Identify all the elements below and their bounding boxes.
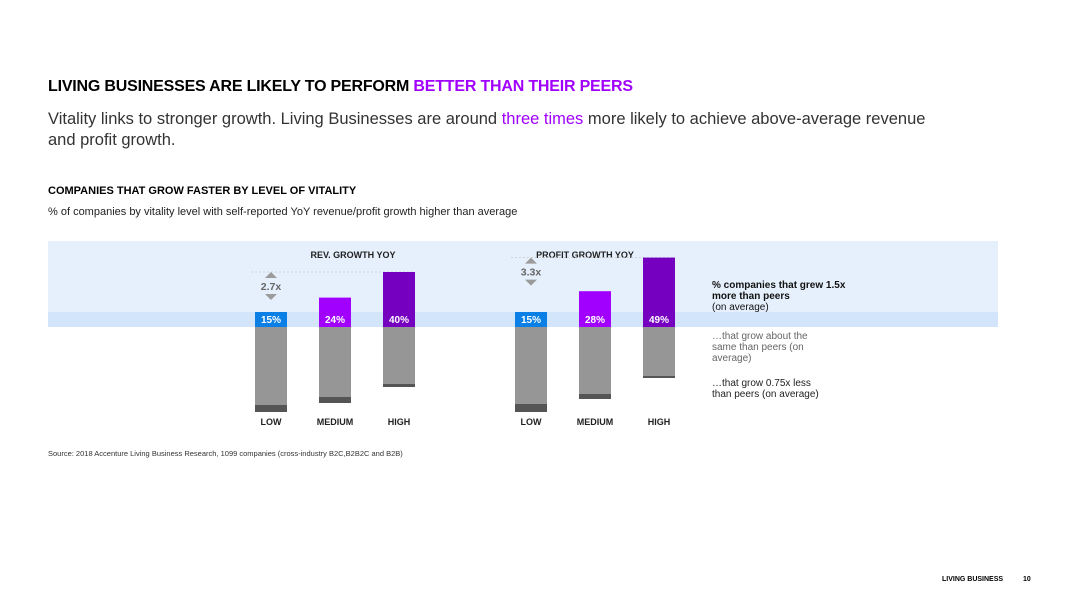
multiplier-label: 3.3x bbox=[521, 267, 542, 279]
bar-about-same-high bbox=[643, 327, 675, 376]
bar-less-high bbox=[643, 376, 675, 378]
data-label: 24% bbox=[325, 315, 345, 326]
legend-less: …that grow 0.75x less than peers (on aver… bbox=[712, 378, 819, 400]
bar-less-medium bbox=[319, 397, 351, 403]
title-highlight: BETTER THAN THEIR PEERS bbox=[413, 78, 633, 95]
subtitle-highlight: three times bbox=[501, 110, 584, 128]
up-arrow-icon bbox=[265, 272, 277, 278]
category-label: HIGH bbox=[388, 417, 411, 427]
slide-title: LIVING BUSINESSES ARE LIKELY TO PERFORM … bbox=[48, 78, 633, 96]
bar-about-same-high bbox=[383, 327, 415, 384]
legend-about-same: …that grow about the same than peers (on a… bbox=[712, 331, 808, 364]
data-label: 15% bbox=[261, 315, 281, 326]
bar-less-medium bbox=[579, 394, 611, 399]
category-label: MEDIUM bbox=[317, 417, 354, 427]
category-label: HIGH bbox=[648, 417, 671, 427]
chart-title-revenue: REV. GROWTH YOY bbox=[310, 250, 395, 260]
down-arrow-icon bbox=[265, 294, 277, 300]
multiplier-label: 2.7x bbox=[261, 281, 282, 293]
bar-less-low bbox=[515, 404, 547, 412]
bar-grew-more-low bbox=[255, 312, 287, 327]
down-arrow-icon bbox=[525, 279, 537, 286]
category-label: MEDIUM bbox=[577, 417, 614, 427]
legend-grew-more: % companies that grew 1.5x more than peer… bbox=[712, 280, 846, 302]
section-title: COMPANIES THAT GROW FASTER BY LEVEL OF V… bbox=[48, 185, 357, 197]
section-subtitle: % of companies by vitality level with se… bbox=[48, 206, 518, 218]
bar-about-same-medium bbox=[319, 327, 351, 397]
bar-grew-more-medium bbox=[319, 297, 351, 327]
chart-title-profit: PROFIT GROWTH YOY bbox=[536, 250, 634, 260]
bar-about-same-low bbox=[255, 327, 287, 405]
data-label: 49% bbox=[649, 315, 669, 326]
bar-about-same-medium bbox=[579, 327, 611, 394]
bar-less-low bbox=[255, 405, 287, 412]
data-label: 40% bbox=[389, 315, 409, 326]
legend-grew-more-note: (on average) bbox=[712, 302, 769, 313]
source-note: Source: 2018 Accenture Living Business R… bbox=[48, 449, 403, 458]
data-label: 28% bbox=[585, 315, 605, 326]
bar-grew-more-high bbox=[643, 257, 675, 327]
page-number: 10 bbox=[1023, 576, 1031, 583]
data-label: 15% bbox=[521, 315, 541, 326]
title-main: LIVING BUSINESSES ARE LIKELY TO PERFORM bbox=[48, 78, 414, 95]
slide-subtitle: Vitality links to stronger growth. Livin… bbox=[48, 109, 948, 151]
bar-grew-more-low bbox=[515, 312, 547, 327]
bar-grew-more-high bbox=[383, 272, 415, 327]
subtitle-pre: Vitality links to stronger growth. Livin… bbox=[48, 110, 502, 128]
category-label: LOW bbox=[521, 417, 542, 427]
vitality-growth-chart: REV. GROWTH YOY 15% LOW 24% MEDIUM 40% HIGH 2.7… bbox=[48, 241, 998, 427]
subtitle-post: more likely to achieve above-average rev… bbox=[48, 110, 926, 149]
bar-grew-more-medium bbox=[579, 291, 611, 327]
up-arrow-icon bbox=[525, 257, 537, 264]
category-label: LOW bbox=[261, 417, 282, 427]
bar-about-same-low bbox=[515, 327, 547, 404]
bar-less-high bbox=[383, 384, 415, 387]
footer-brand: LIVING BUSINESS bbox=[942, 576, 1004, 583]
